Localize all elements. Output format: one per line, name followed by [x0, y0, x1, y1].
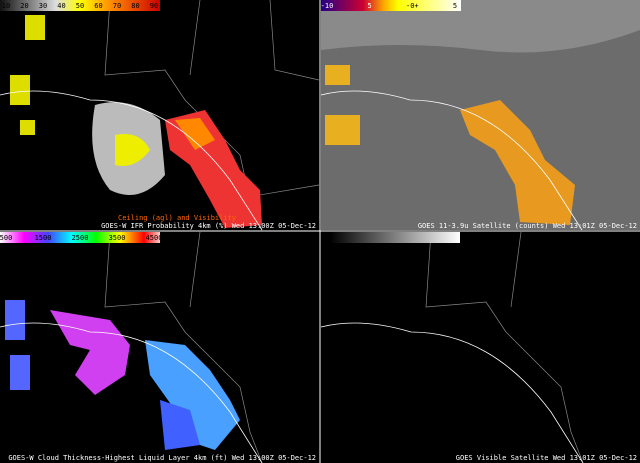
colorbar-label: 5	[453, 2, 457, 10]
colorbar-label: 3500	[109, 234, 126, 242]
visible-panel	[320, 231, 640, 463]
caption: GOES 11-3.9u Satellite (counts) Wed 13:0…	[418, 222, 637, 230]
colorbar-label: 60	[94, 2, 102, 10]
caption: GOES-W Cloud Thickness-Highest Liquid La…	[8, 454, 316, 462]
colorbar-label: 500	[0, 234, 12, 242]
thickness-panel	[0, 231, 319, 463]
colorbar-label: 2500	[72, 234, 89, 242]
colorbar-label: -0+	[406, 2, 419, 10]
colorbar-label: 70	[113, 2, 121, 10]
colorbar-label: 10	[2, 2, 10, 10]
caption: GOES-W IFR Probability 4km (%) Wed 13:00…	[101, 222, 316, 230]
colorbar-label: 30	[39, 2, 47, 10]
overlay-label: Ceiling (agl) and Visibility	[118, 214, 236, 222]
caption: GOES Visible Satellite Wed 13:01Z 05-Dec…	[456, 454, 637, 462]
colorbar-label: 40	[57, 2, 65, 10]
ifr-panel	[0, 0, 320, 231]
colorbar-label: 20	[20, 2, 28, 10]
colorbar-label: 1500	[35, 234, 52, 242]
colorbar-label: 4500	[146, 234, 163, 242]
colorbar-label: 50	[76, 2, 84, 10]
colorbar-label: -10	[321, 2, 334, 10]
colorbar-label: 90	[150, 2, 158, 10]
colorbar-label: 5	[368, 2, 372, 10]
colorbar-label: 80	[131, 2, 139, 10]
ir-panel	[320, 0, 640, 231]
